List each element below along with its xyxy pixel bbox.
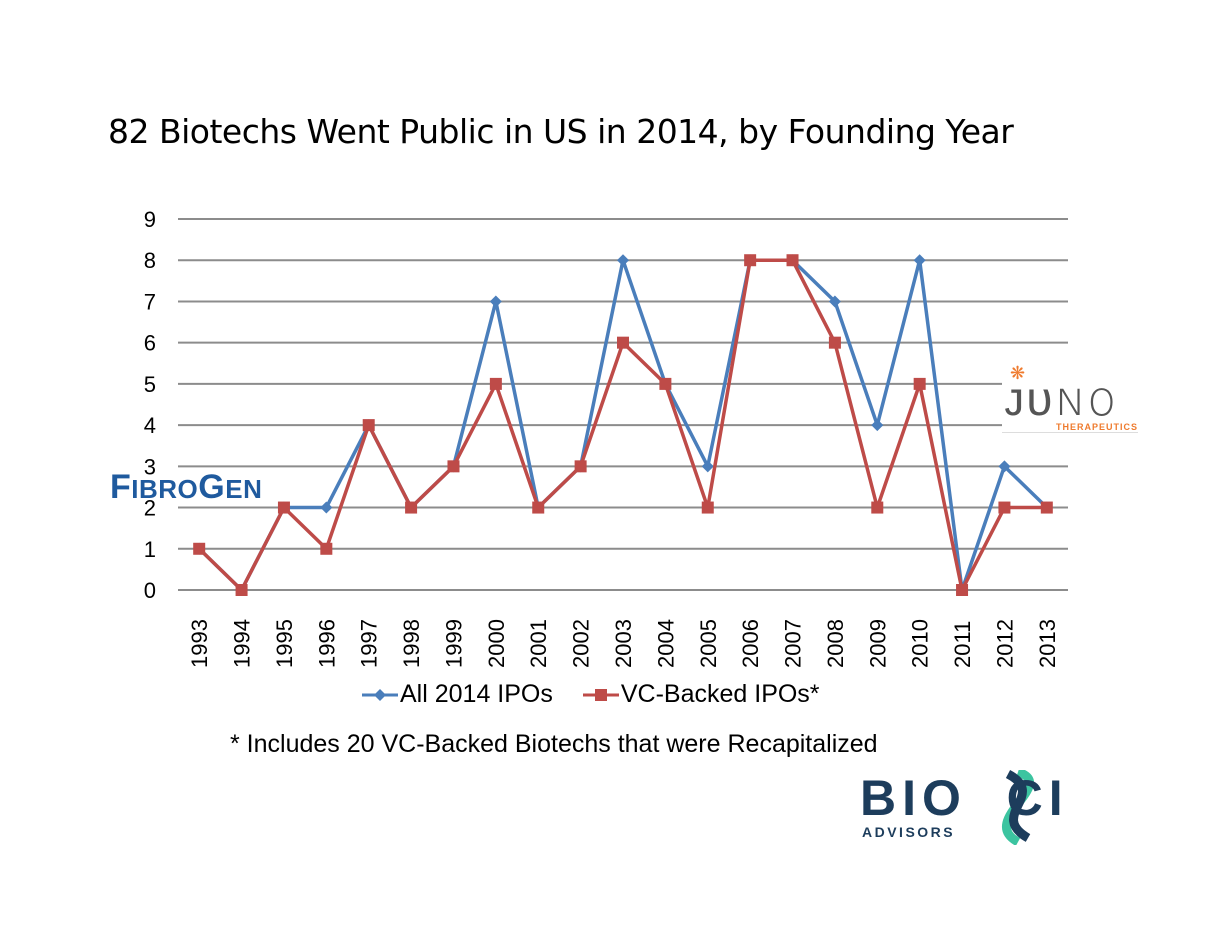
legend-square-marker-icon (582, 688, 619, 701)
data-point-diamond (489, 295, 502, 308)
x-tick-label: 2013 (1035, 619, 1060, 668)
data-point-square (277, 501, 290, 514)
biosci-advisors-logo: BIO CI ADVISORS (860, 770, 1120, 845)
data-point-square (235, 584, 248, 596)
y-tick-label: 2 (144, 496, 156, 521)
x-tick-label: 2007 (781, 619, 806, 668)
data-point-diamond (828, 295, 841, 308)
y-tick-label: 7 (144, 289, 156, 314)
data-point-square (362, 419, 375, 432)
juno-divider (1002, 432, 1138, 433)
x-tick-label: 1995 (272, 619, 297, 668)
data-point-square (617, 336, 629, 349)
x-tick-label: 1994 (230, 619, 255, 668)
legend-item-vc-backed: VC-Backed IPOs* (582, 680, 820, 709)
x-tick-label: 2012 (992, 619, 1017, 668)
series-vc-backed (193, 254, 1053, 596)
data-point-square (828, 336, 841, 349)
data-point-square (913, 377, 926, 390)
data-point-square (744, 254, 757, 267)
x-tick-label: 2008 (823, 619, 848, 668)
y-axis-ticks: 0 1 2 3 4 5 6 7 8 9 (144, 207, 156, 603)
y-tick-label: 6 (144, 331, 156, 356)
data-point-diamond (871, 419, 884, 432)
juno-subtitle: THERAPEUTICS (1056, 422, 1139, 432)
legend-label: All 2014 IPOs (400, 680, 553, 708)
chart-title: 82 Biotechs Went Public in US in 2014, b… (108, 112, 1014, 151)
data-point-square (489, 377, 502, 390)
fibrogen-logo: FIBROGEN (110, 468, 263, 506)
data-point-diamond (998, 460, 1011, 473)
dna-helix-icon (1002, 770, 1034, 845)
data-point-square (659, 377, 672, 390)
legend-item-all-ipos: All 2014 IPOs (362, 680, 553, 709)
juno-wordmark: ᴊᴜɴᴏ (1004, 371, 1119, 427)
y-tick-label: 1 (144, 537, 156, 562)
data-point-diamond (320, 501, 333, 514)
x-tick-label: 1999 (441, 619, 466, 668)
y-tick-label: 0 (144, 578, 156, 603)
data-point-square (956, 584, 969, 596)
data-point-diamond (701, 460, 714, 473)
x-tick-label: 2011 (950, 621, 975, 668)
x-tick-label: 2001 (526, 619, 551, 668)
x-tick-label: 2004 (653, 619, 678, 668)
x-tick-label: 2009 (865, 619, 890, 668)
data-point-square (574, 460, 587, 473)
y-tick-label: 3 (144, 454, 156, 479)
biosci-subtitle: ADVISORS (862, 824, 956, 840)
y-tick-label: 8 (144, 248, 156, 273)
data-point-square (532, 501, 545, 514)
y-tick-label: 5 (144, 372, 156, 397)
x-tick-label: 2010 (908, 619, 933, 668)
x-tick-label: 2000 (484, 619, 509, 668)
data-point-square (871, 501, 884, 514)
chart-legend: All 2014 IPOs VC-Backed IPOs* (362, 680, 820, 709)
legend-label: VC-Backed IPOs* (620, 680, 820, 708)
x-tick-label: 1993 (187, 619, 212, 668)
data-point-square (998, 501, 1011, 514)
data-point-diamond (617, 254, 629, 267)
footnote: * Includes 20 VC-Backed Biotechs that we… (230, 730, 878, 758)
legend-diamond-marker-icon (362, 688, 398, 701)
data-point-square (447, 460, 460, 473)
data-point-square (193, 542, 206, 555)
x-tick-label: 2006 (738, 619, 763, 668)
data-point-square (786, 254, 799, 267)
y-tick-label: 4 (144, 413, 156, 438)
x-axis-ticks: 1993 1994 1995 1996 1997 1998 1999 2000 2001 2002… (187, 619, 1060, 668)
y-tick-label: 9 (144, 207, 156, 232)
series-layer (193, 254, 1053, 596)
x-tick-label: 1996 (314, 619, 339, 668)
x-tick-label: 2003 (611, 619, 636, 668)
x-tick-label: 2005 (696, 619, 721, 668)
data-point-square (405, 501, 418, 514)
data-point-square (320, 542, 333, 555)
data-point-square (1040, 501, 1053, 514)
data-point-square (701, 501, 714, 514)
juno-star-icon: ❋ (1010, 363, 1026, 383)
juno-therapeutics-logo: ❋ ᴊᴜɴᴏ THERAPEUTICS (1002, 364, 1142, 436)
x-tick-label: 1998 (399, 619, 424, 668)
data-point-diamond (913, 254, 926, 267)
biosci-wordmark: BIO CI (860, 770, 1069, 826)
x-tick-label: 1997 (357, 619, 382, 668)
x-tick-label: 2002 (569, 619, 594, 668)
